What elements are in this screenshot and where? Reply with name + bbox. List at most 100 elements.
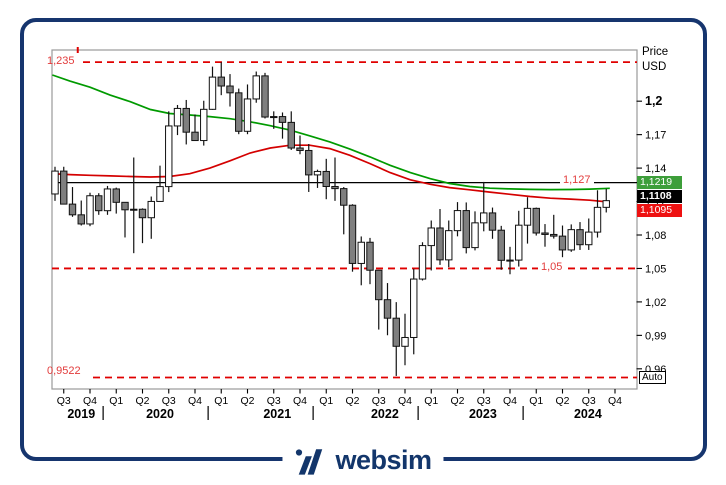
resistance-label-1235: 1,235 [47,55,75,67]
price-axis-title-line1: Price [642,46,669,58]
candle-up [471,222,479,249]
websim-logo: websim [282,442,444,478]
candle-down [77,214,85,225]
candle-down [436,227,444,261]
axis-label: 1,14 [645,163,666,175]
candle-down [497,229,505,261]
price-axis-title: Price USD [642,45,668,75]
axis-label: Q2 [240,395,254,407]
candle-down [278,116,287,123]
ma-green-price-tag: 1,1219 [637,176,682,189]
axis-label: Q4 [293,395,307,407]
axis-label: Q2 [135,395,149,407]
candle-down [217,76,225,87]
candle-up [523,207,532,226]
axis-label: 1,17 [645,130,666,142]
candle-up [173,107,182,127]
candle-down [287,121,295,149]
axis-label: Q1 [529,395,543,407]
price-axis-title-line2: USD [642,61,667,73]
websim-logo-icon [295,448,323,475]
axis-label: Q4 [398,395,412,407]
candle-up [165,125,173,188]
auto-scale-button[interactable]: Auto [639,371,666,384]
axis-label: Q1 [214,395,228,407]
candle-down [576,229,584,246]
candle-up [103,188,112,212]
axis-label: Q4 [188,395,202,407]
axis-label: Q1 [319,395,333,407]
axis-label: Q4 [83,395,97,407]
candle-up [270,116,278,119]
candle-down [331,185,339,190]
candle-down [68,203,77,216]
axis-label: 1,02 [645,297,666,309]
candle-down [235,92,243,132]
candle-down [532,207,540,234]
candle-up [130,208,138,211]
axis-label: Q3 [57,395,71,407]
axis-label: Q3 [162,395,176,407]
candle-up [506,259,514,262]
candle-up [243,98,252,132]
candle-down [462,210,470,249]
candle-down [95,195,103,212]
chart-card [20,18,707,461]
candle-up [480,212,488,224]
axis-label: Q2 [450,395,464,407]
candle-up [567,229,575,251]
websim-logo-text: websim [335,444,432,475]
candle-up [453,210,462,232]
candle-up [401,336,409,347]
last-price-tag: 1,1108 [637,190,682,203]
candle-down [392,317,400,347]
axis-label: 1,05 [645,263,666,275]
candle-down [541,232,549,235]
candle-up [445,230,453,261]
ma-line-green [52,74,610,191]
axis-label: Q3 [372,395,386,407]
candle-up [602,200,610,208]
axis-label: 2020 [146,407,174,421]
candle-down [191,131,199,142]
axis-label: 1,2 [645,94,662,108]
axis-label: Q4 [608,395,622,407]
candle-down [112,188,120,203]
candle-up [357,241,365,264]
axis-label: 1,08 [645,230,666,242]
candle-down [340,188,348,206]
axis-label: Q3 [477,395,491,407]
axis-label: Q3 [582,395,596,407]
axis-label: Q3 [267,395,281,407]
candle-down [296,147,304,151]
candle-up [418,245,427,280]
support-label-09522: 0,9522 [47,365,81,377]
candle-down [488,212,497,231]
axis-label: 2021 [263,407,291,421]
price-chart-canvas: 1,21,171,141,111,081,051,020,990,96Q3Q4Q… [51,47,666,421]
candle-down [60,170,68,205]
axis-label: 2022 [371,407,399,421]
candle-down [558,235,567,251]
candle-down [375,269,383,301]
candle-down [121,201,129,211]
axis-label: 2023 [469,407,497,421]
candle-up [208,76,217,110]
candle-down [138,208,147,219]
ma-line-red [52,144,610,203]
candle-down [261,75,269,118]
axis-label: Q2 [345,395,359,407]
candle-up [86,195,94,225]
candle-up [585,231,593,246]
candle-down [322,170,330,187]
candle-down [550,233,558,237]
candle-down [348,204,357,264]
candle-up [51,170,59,195]
candle-up [410,278,418,338]
level-label-1127: 1,127 [560,174,594,186]
candle-up [200,108,208,142]
axis-label: 2024 [574,407,602,421]
ma-red-price-tag: 1,1095 [637,203,682,217]
candle-up [147,200,155,219]
